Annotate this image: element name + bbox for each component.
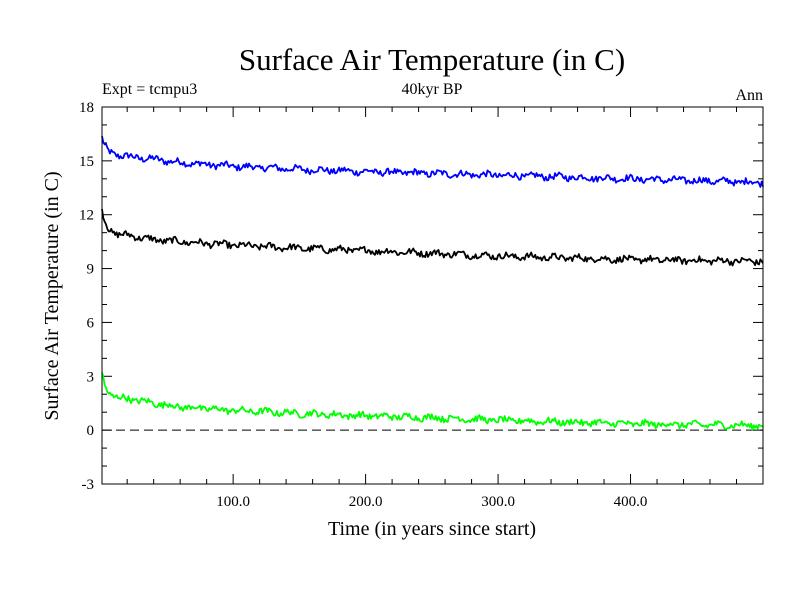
series-line-1 (101, 135, 764, 188)
series-lines (101, 135, 764, 431)
x-tick-label: 200.0 (349, 494, 383, 510)
experiment-label: Expt = tcmpu3 (102, 81, 197, 98)
y-axis-label: Surface Air Temperature (in C) (41, 171, 63, 420)
y-tick-label: 6 (87, 315, 95, 331)
series-line-2 (101, 208, 764, 267)
y-tick-label: 0 (87, 423, 95, 439)
y-tick-label: 18 (79, 100, 94, 116)
tick-labels: -3 0 3 6 9 12 15 18 100.0 200.0 300.0 400.0 (79, 100, 647, 510)
x-tick-label: 100.0 (216, 494, 250, 510)
period-label: 40kyr BP (402, 81, 463, 98)
axis-ticks (102, 106, 763, 485)
x-tick-label: 300.0 (481, 494, 515, 510)
y-tick-label: 12 (79, 208, 94, 224)
chart-title: Surface Air Temperature (in C) (239, 42, 625, 77)
y-tick-label: -3 (82, 477, 95, 493)
x-tick-label: 400.0 (614, 494, 648, 510)
y-tick-label: 3 (87, 369, 95, 385)
series-line-3 (101, 372, 764, 431)
y-tick-label: 15 (79, 154, 94, 170)
plot-frame (101, 106, 764, 485)
season-label: Ann (735, 87, 763, 104)
x-axis-label: Time (in years since start) (328, 518, 536, 540)
y-tick-label: 9 (87, 262, 95, 278)
